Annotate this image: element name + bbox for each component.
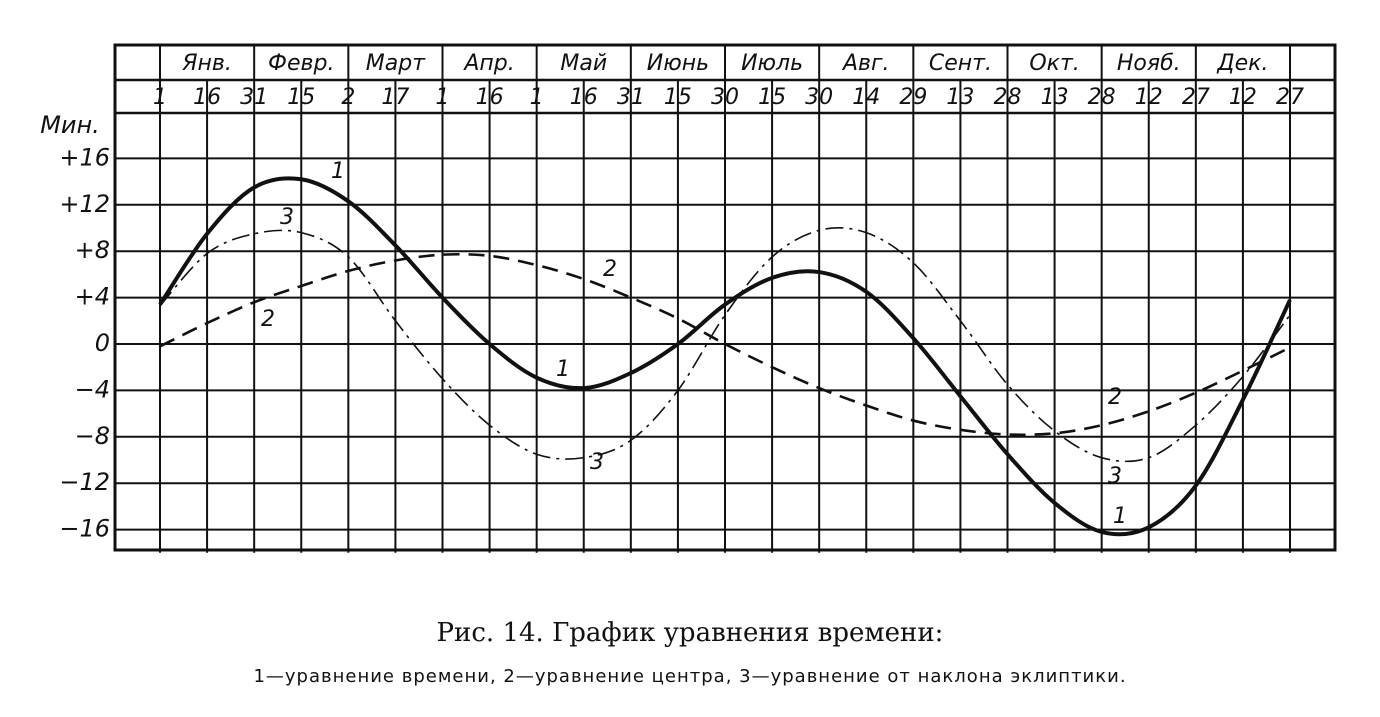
x-tick-label: 15 — [664, 85, 692, 110]
month-label: Июнь — [647, 51, 709, 76]
x-tick-label: 30 — [711, 85, 739, 110]
x-tick-label: 1 — [436, 85, 450, 110]
y-tick-label: +16 — [59, 143, 110, 171]
month-label: Окт. — [1029, 51, 1079, 76]
x-tick-label: 16 — [476, 85, 504, 110]
series-label: 3 — [1108, 464, 1122, 489]
series-label: 1 — [1113, 504, 1127, 529]
chart-subtitle: 1—уравнение времени, 2—уравнение центра,… — [253, 666, 1126, 687]
x-tick-label: 29 — [899, 85, 927, 110]
month-label: Дек. — [1216, 51, 1268, 76]
x-tick-label: 30 — [805, 85, 833, 110]
x-tick-label: 31 — [617, 85, 645, 110]
x-tick-label: 27 — [1276, 85, 1304, 110]
y-tick-label: −4 — [75, 375, 110, 403]
series-label: 2 — [603, 257, 617, 282]
x-tick-label: 17 — [381, 85, 409, 110]
y-tick-label: −8 — [75, 422, 110, 450]
y-tick-label: −16 — [59, 515, 110, 543]
x-tick-label: 16 — [570, 85, 598, 110]
month-label: Сент. — [929, 51, 992, 76]
series-label: 1 — [331, 159, 345, 184]
month-label: Авг. — [841, 51, 890, 76]
series-label: 2 — [1108, 385, 1122, 410]
x-tick-label: 2 — [341, 85, 355, 110]
x-tick-label: 1 — [153, 85, 167, 110]
y-tick-label: +4 — [75, 283, 110, 311]
month-label: Февр. — [268, 51, 334, 76]
x-tick-label: 16 — [193, 85, 221, 110]
month-label: Март — [366, 51, 426, 76]
month-label: Нояб. — [1117, 51, 1181, 76]
month-label: Май — [560, 51, 607, 76]
y-axis-label: Мин. — [40, 111, 100, 139]
line-series — [159, 227, 1291, 463]
series-label: 2 — [261, 307, 275, 332]
series-label: 3 — [280, 205, 294, 230]
x-tick-label: 15 — [287, 85, 315, 110]
x-tick-label: 13 — [946, 85, 974, 110]
y-tick-label: +8 — [75, 236, 110, 264]
line-series — [159, 252, 1291, 437]
series-label: 1 — [556, 357, 570, 382]
x-tick-label: 31 — [240, 85, 268, 110]
month-label: Янв. — [181, 51, 232, 76]
x-tick-label: 28 — [994, 85, 1022, 110]
x-tick-label: 12 — [1229, 85, 1257, 110]
line-series — [158, 176, 1292, 537]
x-tick-label: 14 — [852, 85, 880, 110]
x-tick-label: 1 — [530, 85, 544, 110]
chart-title: Рис. 14. График уравнения времени: — [437, 618, 944, 648]
x-tick-label: 15 — [758, 85, 786, 110]
x-tick-label: 28 — [1088, 85, 1116, 110]
y-tick-label: +12 — [59, 190, 110, 218]
y-tick-label: −12 — [59, 468, 110, 496]
month-label: Июль — [741, 51, 803, 76]
series-label: 3 — [590, 450, 604, 475]
month-label: Апр. — [462, 51, 514, 76]
y-tick-label: 0 — [95, 329, 110, 357]
frame — [113, 43, 1337, 552]
x-tick-label: 27 — [1182, 85, 1210, 110]
x-tick-label: 12 — [1135, 85, 1163, 110]
x-tick-label: 13 — [1041, 85, 1069, 110]
